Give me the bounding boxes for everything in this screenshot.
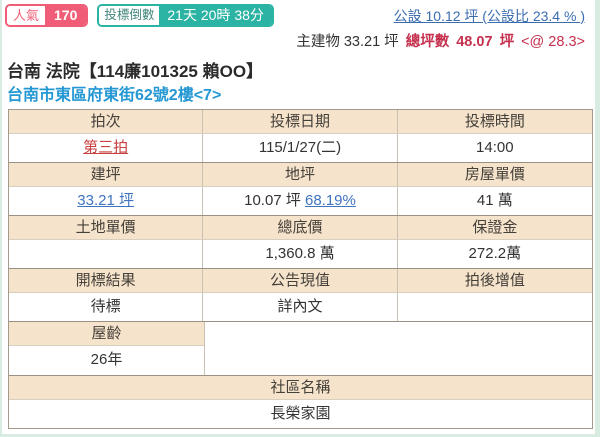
header-announced-value: 公告現值: [203, 269, 398, 293]
total-area-extra: <@ 28.3>: [521, 34, 585, 50]
cell-open-result: 待標: [9, 293, 204, 321]
cell-announced-value: 詳內文: [203, 293, 398, 321]
table-group-house-age: 屋齡 26年: [9, 321, 592, 375]
cell-auction-round: 第三拍: [9, 134, 204, 162]
cell-land-unit-price: [9, 240, 204, 268]
header-house-unit-price: 房屋單價: [397, 163, 592, 187]
header-community-name: 社區名稱: [9, 376, 592, 400]
header-deposit: 保證金: [397, 216, 592, 240]
auction-info-table: 拍次 投標日期 投標時間 第三拍 115/1/27(二) 14:00 建坪 地坪…: [8, 109, 593, 429]
cell-building-area: 33.21 坪: [9, 187, 204, 215]
countdown-value: 21天 20時 38分: [159, 6, 272, 25]
cell-house-age: 26年: [9, 346, 204, 374]
cell-base-price: 1,360.8 萬: [203, 240, 398, 268]
header-land-area: 地坪: [203, 163, 398, 187]
header-land-unit-price: 土地單價: [9, 216, 204, 240]
auction-round-link[interactable]: 第三拍: [83, 139, 129, 156]
popularity-count: 170: [45, 6, 87, 25]
popularity-badge: 人氣 170: [5, 4, 89, 27]
cell-community-name: 長榮家園: [9, 400, 592, 428]
header-building-area: 建坪: [9, 163, 204, 187]
header-bid-time: 投標時間: [397, 110, 592, 134]
main-building-area: 主建物 33.21 坪: [296, 34, 399, 50]
page-title: 台南 法院【114廉101325 賴OO】: [7, 62, 264, 81]
top-badges: 人氣 170 投標倒數 21天 20時 38分: [5, 4, 274, 27]
header-auction-round: 拍次: [9, 110, 204, 134]
table-group-result: 開標結果 公告現值 拍後增值 待標 詳內文: [9, 268, 592, 321]
land-share-link[interactable]: 68.19%: [304, 192, 356, 209]
header-base-price: 總底價: [203, 216, 398, 240]
cell-house-unit-price: 41 萬: [397, 187, 592, 215]
total-area-line: 主建物 33.21 坪 總坪數 48.07 坪 <@ 28.3>: [293, 30, 585, 51]
cell-bid-time: 14:00: [397, 134, 592, 162]
table-group-community: 社區名稱 長榮家園: [9, 375, 592, 428]
total-area-label: 總坪數: [405, 34, 450, 50]
cell-post-auction-gain: [397, 293, 592, 321]
header-bid-date: 投標日期: [203, 110, 398, 134]
total-area-unit: 坪: [499, 34, 515, 50]
table-group-price: 土地單價 總底價 保證金 1,360.8 萬 272.2萬: [9, 215, 592, 268]
cell-deposit: 272.2萬: [397, 240, 592, 268]
header-house-age: 屋齡: [9, 322, 204, 346]
common-area-link[interactable]: 公設 10.12 坪 (公設比 23.4 % ): [393, 8, 585, 24]
address-link[interactable]: 台南市東區府東街62號2樓<7>: [7, 87, 222, 104]
table-group-auction: 拍次 投標日期 投標時間 第三拍 115/1/27(二) 14:00: [9, 110, 592, 162]
cell-land-area: 10.07 坪 68.19%: [203, 187, 398, 215]
bid-countdown-badge: 投標倒數 21天 20時 38分: [97, 4, 274, 27]
header-open-result: 開標結果: [9, 269, 204, 293]
cell-bid-date: 115/1/27(二): [203, 134, 398, 162]
land-area-text: 10.07 坪: [244, 192, 305, 209]
countdown-label: 投標倒數: [99, 6, 160, 25]
building-area-link[interactable]: 33.21 坪: [77, 192, 135, 209]
empty-merged-cell: [204, 322, 592, 375]
total-area-value: 48.07: [456, 34, 493, 50]
header-post-auction-gain: 拍後增值: [397, 269, 592, 293]
popularity-label: 人氣: [7, 6, 46, 25]
table-group-area: 建坪 地坪 房屋單價 33.21 坪 10.07 坪 68.19% 41 萬: [9, 162, 592, 215]
